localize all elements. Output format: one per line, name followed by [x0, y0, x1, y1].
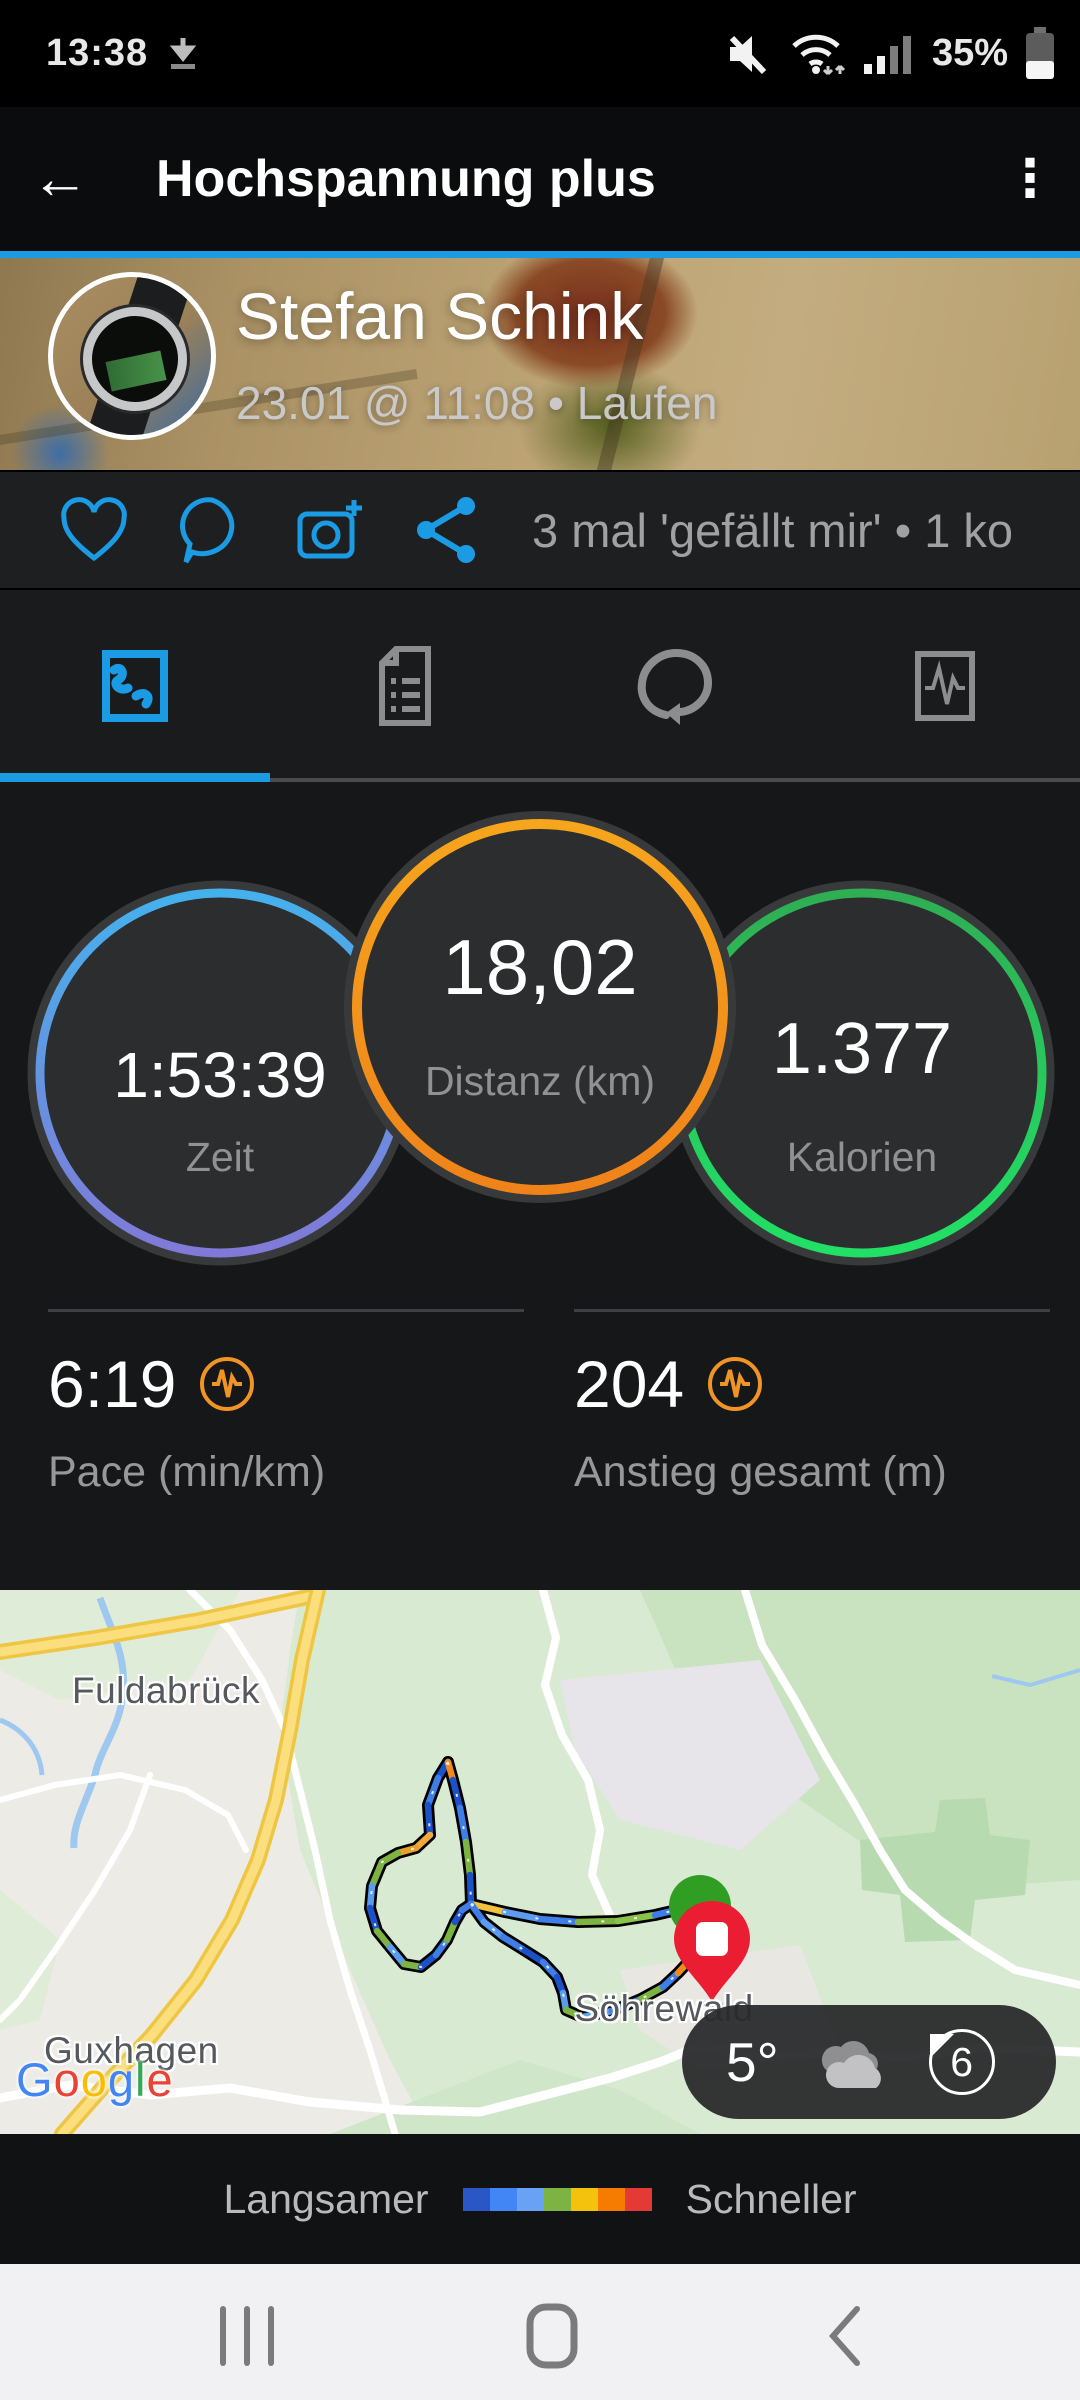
battery-percent: 35%	[931, 32, 1008, 74]
activity-header[interactable]: Stefan Schink 23.01 @ 11:08 • Laufen	[0, 258, 1080, 470]
stats-circles: 1:53:39 Zeit 18,02 Distanz (km) 1.377 Ka…	[0, 782, 1080, 1309]
legend-swatch	[543, 2187, 571, 2211]
wind-indicator: 6	[928, 2029, 995, 2095]
pace-legend: Langsamer Schneller	[0, 2134, 1080, 2264]
google-letter: G	[16, 2053, 54, 2106]
pace-label: Pace (min/km)	[48, 1448, 326, 1496]
avatar[interactable]	[48, 272, 216, 440]
pulse-icon	[708, 1357, 763, 1411]
legend-swatch	[570, 2187, 598, 2211]
legend-slower-label: Langsamer	[223, 2175, 429, 2222]
active-tab-indicator	[0, 773, 270, 782]
temperature: 5°	[726, 2031, 779, 2093]
cloud-icon	[821, 2040, 881, 2088]
add-photo-icon[interactable]	[292, 492, 368, 568]
watch-face	[83, 307, 187, 411]
river	[0, 1596, 1080, 1849]
route-map[interactable]: Fuldabrück Söhrewald Guxhagen Google 5° …	[0, 1590, 1080, 2134]
recents-button[interactable]	[215, 2303, 279, 2369]
ascent-label: Anstieg gesamt (m)	[574, 1448, 947, 1496]
map-label-guxhagen: Guxhagen	[44, 2030, 219, 2071]
legend-swatch	[462, 2187, 490, 2211]
legend-swatch	[489, 2187, 517, 2211]
pace-value: 6:19	[48, 1347, 177, 1421]
back-button[interactable]	[825, 2303, 865, 2369]
battery-icon	[1026, 26, 1054, 79]
laps-icon	[637, 648, 713, 725]
activity-meta: 23.01 @ 11:08 • Laufen	[236, 377, 718, 429]
google-letter: e	[146, 2053, 174, 2106]
social-row: 3 mal 'gefällt mir' • 1 ko	[0, 470, 1080, 590]
kebab-menu-icon[interactable]: ⋮	[1004, 150, 1056, 208]
map-route-icon	[102, 650, 168, 722]
legend-swatch	[516, 2187, 544, 2211]
time-label: Zeit	[185, 1134, 255, 1180]
tab-notes[interactable]	[270, 590, 540, 782]
back-arrow-icon[interactable]: ←	[31, 146, 89, 211]
google-logo: Google	[16, 2052, 174, 2107]
legend-gradient-bar	[462, 2187, 652, 2211]
legend-swatch	[624, 2187, 652, 2211]
athlete-name: Stefan Schink	[236, 279, 644, 353]
wifi-icon	[792, 34, 845, 75]
tab-map-stats[interactable]	[0, 590, 270, 782]
ascent-value: 204	[574, 1347, 685, 1421]
secondary-stats: 6:19 Pace (min/km) 204 Anstieg gesamt (m…	[0, 1309, 1080, 1590]
distance-label: Distanz (km)	[424, 1058, 656, 1104]
social-summary[interactable]: 3 mal 'gefällt mir' • 1 ko	[532, 503, 1014, 557]
comment-icon[interactable]	[174, 492, 250, 568]
calories-value: 1.377	[771, 1009, 953, 1089]
tab-charts[interactable]	[810, 590, 1080, 782]
pace-block: 6:19 Pace (min/km)	[48, 1309, 524, 1590]
android-nav-bar	[0, 2264, 1080, 2400]
wind-speed: 6	[950, 2038, 973, 2085]
tab-rail	[0, 778, 1080, 782]
google-letter: g	[107, 2053, 135, 2106]
stat-rings	[27, 811, 1055, 1266]
like-heart-icon[interactable]	[56, 492, 132, 568]
clock: 13:38	[46, 32, 149, 74]
google-letter: o	[53, 2053, 81, 2106]
calories-label: Kalorien	[786, 1134, 938, 1180]
notes-icon	[379, 646, 431, 726]
ascent-block: 204 Anstieg gesamt (m)	[574, 1309, 1050, 1590]
app-bar: ← Hochspannung plus ⋮	[0, 107, 1080, 258]
page-title: Hochspannung plus	[156, 150, 656, 208]
wind-direction-icon	[929, 2034, 954, 2058]
map-canvas	[0, 1590, 1080, 2134]
time-value: 1:53:39	[113, 1039, 327, 1111]
share-icon[interactable]	[410, 492, 486, 568]
google-letter: o	[80, 2053, 108, 2106]
watch-chart	[105, 350, 167, 392]
tab-laps[interactable]	[540, 590, 810, 782]
status-bar: 13:38 35%	[0, 0, 1080, 107]
legend-swatch	[597, 2187, 625, 2211]
distance-value: 18,02	[442, 923, 638, 1011]
weather-chip[interactable]: 5° 6	[682, 2005, 1056, 2119]
map-label-fuldabrueck: Fuldabrück	[72, 1670, 261, 1711]
google-letter: l	[134, 2053, 147, 2106]
signal-icon	[863, 35, 911, 74]
pulse-icon	[200, 1357, 255, 1411]
mute-icon	[729, 35, 767, 74]
highways	[0, 1590, 326, 2134]
charts-icon	[915, 651, 975, 721]
tab-bar	[0, 590, 1080, 782]
ring-distance	[344, 811, 736, 1203]
home-button[interactable]	[526, 2303, 578, 2369]
stop-marker[interactable]	[674, 1901, 750, 2002]
legend-faster-label: Schneller	[685, 2175, 857, 2222]
download-icon	[170, 37, 197, 69]
